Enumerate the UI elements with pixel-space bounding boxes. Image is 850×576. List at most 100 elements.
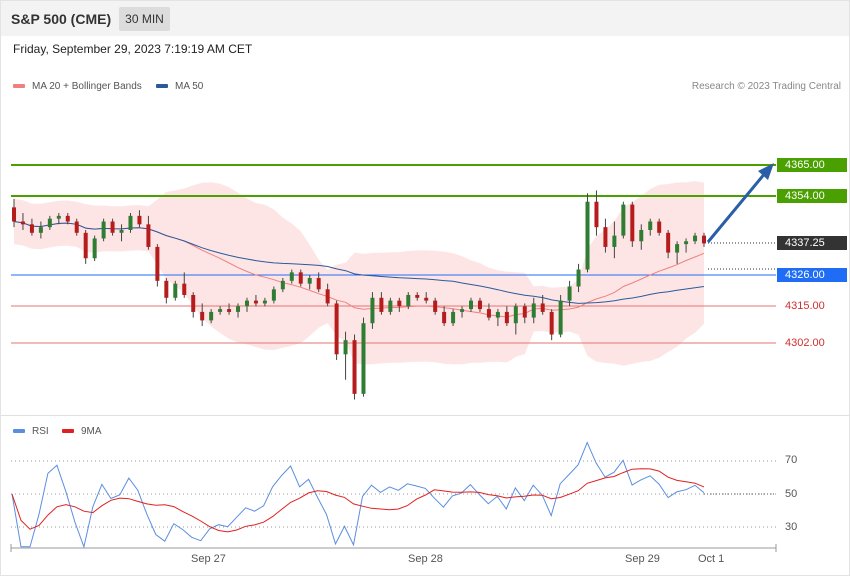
candle-body [406,294,411,307]
candle-body [504,311,509,324]
x-label-sep29: Sep 29 [625,553,660,565]
candle-body [173,283,178,298]
rsi-tick-50: 50 [785,488,798,500]
candle-body [558,300,563,335]
candle-body [477,300,482,310]
candle-body [209,311,214,321]
candle-body [451,311,456,324]
candle-body [334,303,339,355]
candle-body [648,221,653,230]
timestamp: Friday, September 29, 2023 7:19:19 AM CE… [13,42,253,56]
candle-body [576,269,581,287]
candle-body [101,221,106,239]
candle-body [289,272,294,281]
candle-body [164,280,169,298]
candle-body [433,300,438,312]
candle-body [442,311,447,324]
timeframe-badge[interactable]: 30 MIN [119,7,170,31]
forecast-arrow [706,163,774,243]
candle-body [65,215,70,222]
instrument-title: S&P 500 (CME) [11,11,112,27]
candle-body [675,244,680,253]
candle-body [271,289,276,301]
level-label-4365: 4365.00 [777,158,847,172]
rsi-panel [10,441,777,552]
candle-body [666,232,671,253]
level-lines [11,164,776,344]
candle-body [361,323,366,394]
legend-9ma: 9MA [62,426,102,437]
legend-rsi: RSI [13,426,49,437]
candle-body [92,238,97,259]
candle-body [460,309,465,312]
candle-body [74,221,79,233]
last-price-label: 4337.25 [777,236,847,250]
rsi-tick-30: 30 [785,521,798,533]
candle-body [119,229,124,233]
legend-ma50: MA 50 [156,81,203,92]
candle-body [343,340,348,355]
candle-body [307,278,312,284]
candles [12,190,706,400]
candle-body [424,297,429,301]
candle-body [316,278,321,290]
candle-body [182,283,187,295]
candle-body [657,221,662,233]
candle-body [262,300,267,304]
candle-body [397,300,402,307]
candle-body [486,309,491,318]
level-label-4354: 4354.00 [777,189,847,203]
candle-body [630,204,635,242]
candle-body [155,246,160,281]
level-label-4302: 4302.00 [785,337,825,349]
rsi-9ma-line [11,468,705,533]
candle-body [415,294,420,298]
candle-body [83,232,88,259]
candle-body [110,221,115,233]
candle-body [137,215,142,225]
rsi-tick-70: 70 [785,454,798,466]
legend-ma20-label: MA 20 + Bollinger Bands [32,81,142,92]
candle-body [236,306,241,312]
candle-body [128,215,133,230]
level-label-4315: 4315.00 [785,300,825,312]
forecast-arrow-shaft [706,171,768,243]
candle-body [585,201,590,270]
candle-body [612,235,617,247]
candle-body [388,300,393,312]
rsi-line [11,441,705,549]
candle-body [693,235,698,242]
candle-body [244,300,249,307]
bollinger-bands [14,181,704,366]
candle-body [200,311,205,321]
candle-body [540,303,545,312]
candle-body [352,340,357,394]
candle-body [594,201,599,228]
candle-body [38,227,43,233]
legend-ma20-swatch [13,84,25,89]
credit-text: Research © 2023 Trading Central [691,81,841,92]
candle-body [325,289,330,304]
legend-rsi-label: RSI [32,426,49,437]
candle-body [513,306,518,324]
bollinger-band-area [14,181,704,366]
candle-body [469,300,474,310]
candle-body [146,224,151,247]
candle-body [522,306,527,318]
candle-body [47,218,52,228]
candle-body [56,215,61,219]
candle-body [298,272,303,284]
legend-rsi-swatch [13,429,25,434]
candle-body [20,221,25,225]
candle-body [227,309,232,312]
legend-9ma-label: 9MA [81,426,102,437]
candle-body [253,300,258,304]
candle-body [29,224,34,233]
candle-body [702,235,706,244]
candle-body [280,280,285,290]
candle-body [370,297,375,324]
x-label-oct1: Oct 1 [698,553,725,565]
candle-body [639,229,644,242]
candle-body [379,297,384,312]
candle-body [549,311,554,335]
